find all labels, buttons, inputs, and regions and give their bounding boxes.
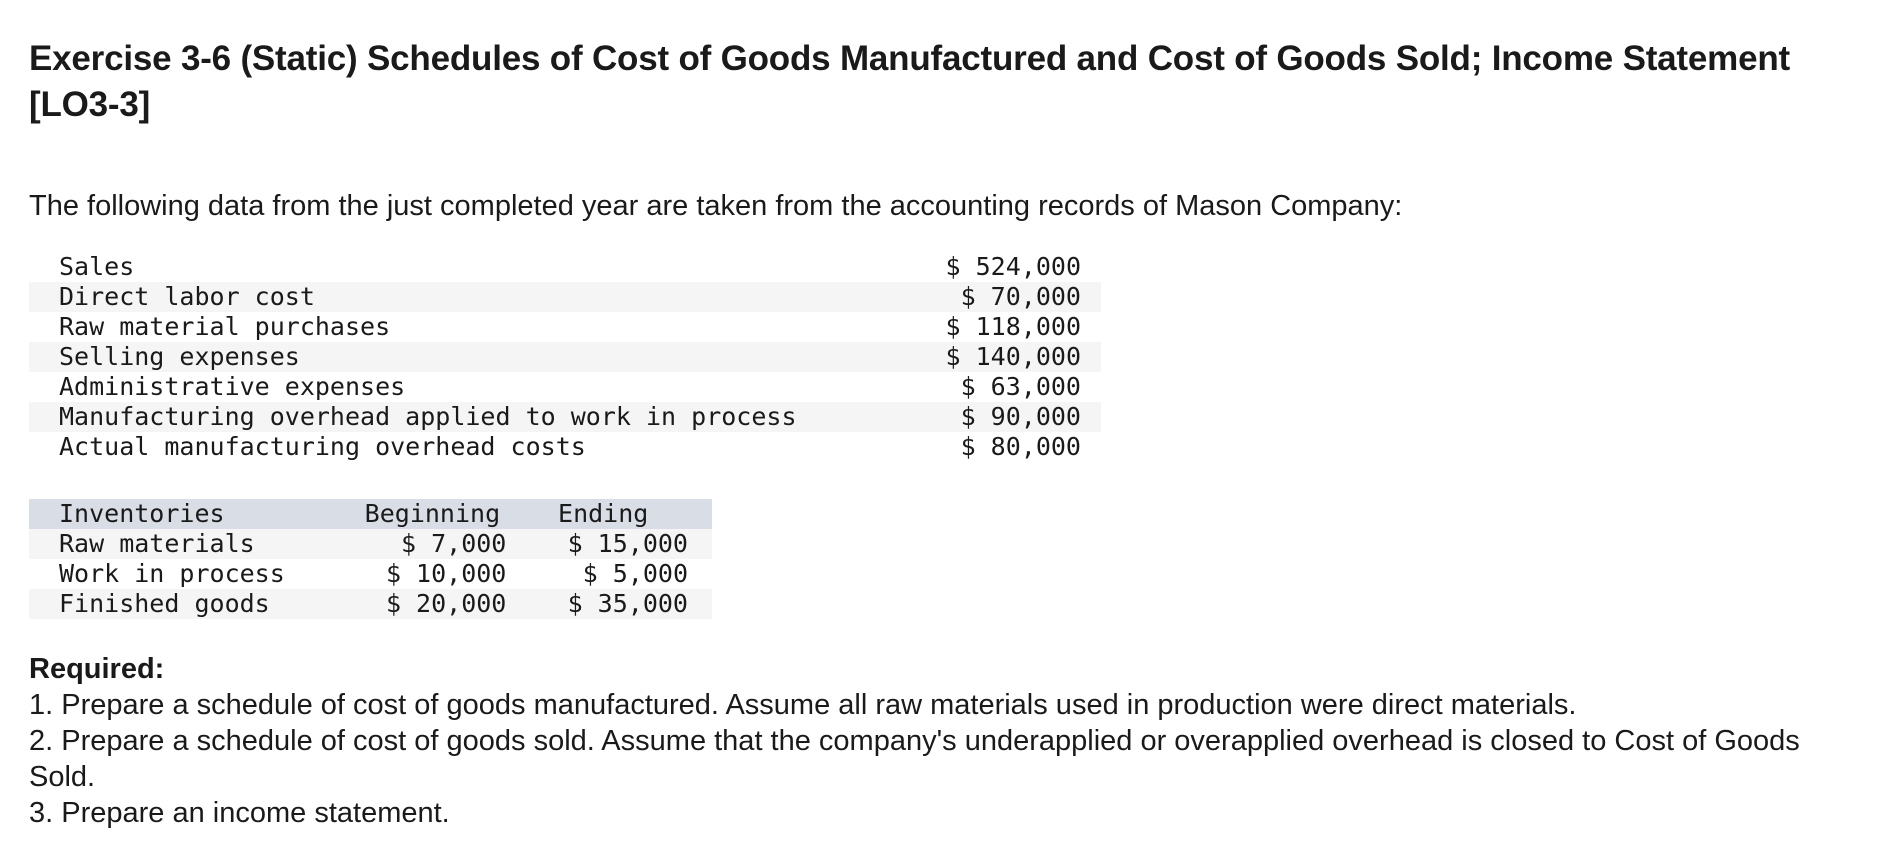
- required-section: Required: 1. Prepare a schedule of cost …: [29, 651, 1869, 831]
- table-row: Direct labor cost $ 70,000: [29, 282, 1101, 312]
- row-value: $ 90,000: [920, 402, 1101, 432]
- row-ending: $ 5,000: [582, 559, 688, 588]
- row-label: Raw material purchases: [59, 312, 391, 341]
- row-value: $ 140,000: [920, 342, 1101, 372]
- required-item: 1. Prepare a schedule of cost of goods m…: [29, 689, 1577, 721]
- row-label: Actual manufacturing overhead costs: [59, 432, 586, 461]
- row-label: Administrative expenses: [59, 372, 406, 401]
- table-row: Finished goods $ 20,000 $ 35,000: [29, 589, 712, 619]
- table-row: Raw material purchases $ 118,000: [29, 312, 1101, 342]
- row-value: $ 524,000: [945, 252, 1081, 281]
- row-label: Direct labor cost: [29, 282, 921, 312]
- table-row: Administrative expenses $ 63,000: [29, 372, 1101, 402]
- row-value: $ 80,000: [960, 432, 1081, 461]
- row-label: Manufacturing overhead applied to work i…: [29, 402, 921, 432]
- required-item: 2. Prepare a schedule of cost of goods s…: [29, 725, 1800, 793]
- intro-text: The following data from the just complet…: [29, 190, 1403, 222]
- row-label: Sales: [59, 252, 135, 281]
- required-title: Required:: [29, 653, 165, 685]
- required-item: 3. Prepare an income statement.: [29, 797, 450, 829]
- row-label: Selling expenses: [29, 342, 921, 372]
- row-ending: $ 15,000: [518, 529, 712, 559]
- table-row: Manufacturing overhead applied to work i…: [29, 402, 1101, 432]
- table-row: Work in process $ 10,000 $ 5,000: [29, 559, 712, 589]
- table-row: Raw materials $ 7,000 $ 15,000: [29, 529, 712, 559]
- table-row: Actual manufacturing overhead costs $ 80…: [29, 432, 1101, 462]
- table-header-row: Inventories Beginning Ending: [29, 499, 712, 529]
- row-label: Finished goods: [29, 589, 359, 619]
- inventories-table: Inventories Beginning Ending Raw materia…: [29, 499, 712, 619]
- row-beginning: $ 7,000: [358, 529, 519, 559]
- row-beginning: $ 10,000: [385, 559, 507, 588]
- page-title: Exercise 3-6 (Static) Schedules of Cost …: [29, 39, 1790, 124]
- table-row: Selling expenses $ 140,000: [29, 342, 1101, 372]
- header-beginning: Beginning: [358, 499, 519, 529]
- header-inventories: Inventories: [29, 499, 359, 529]
- header-ending: Ending: [518, 499, 712, 529]
- row-value: $ 118,000: [945, 312, 1081, 341]
- row-label: Work in process: [59, 559, 285, 588]
- exercise-page: Exercise 3-6 (Static) Schedules of Cost …: [29, 36, 1869, 831]
- row-ending: $ 35,000: [518, 589, 712, 619]
- row-value: $ 63,000: [960, 372, 1081, 401]
- row-label: Raw materials: [29, 529, 359, 559]
- table-row: Sales $ 524,000: [29, 252, 1101, 282]
- account-data-table: Sales $ 524,000 Direct labor cost $ 70,0…: [29, 252, 1101, 462]
- row-beginning: $ 20,000: [358, 589, 519, 619]
- row-value: $ 70,000: [920, 282, 1101, 312]
